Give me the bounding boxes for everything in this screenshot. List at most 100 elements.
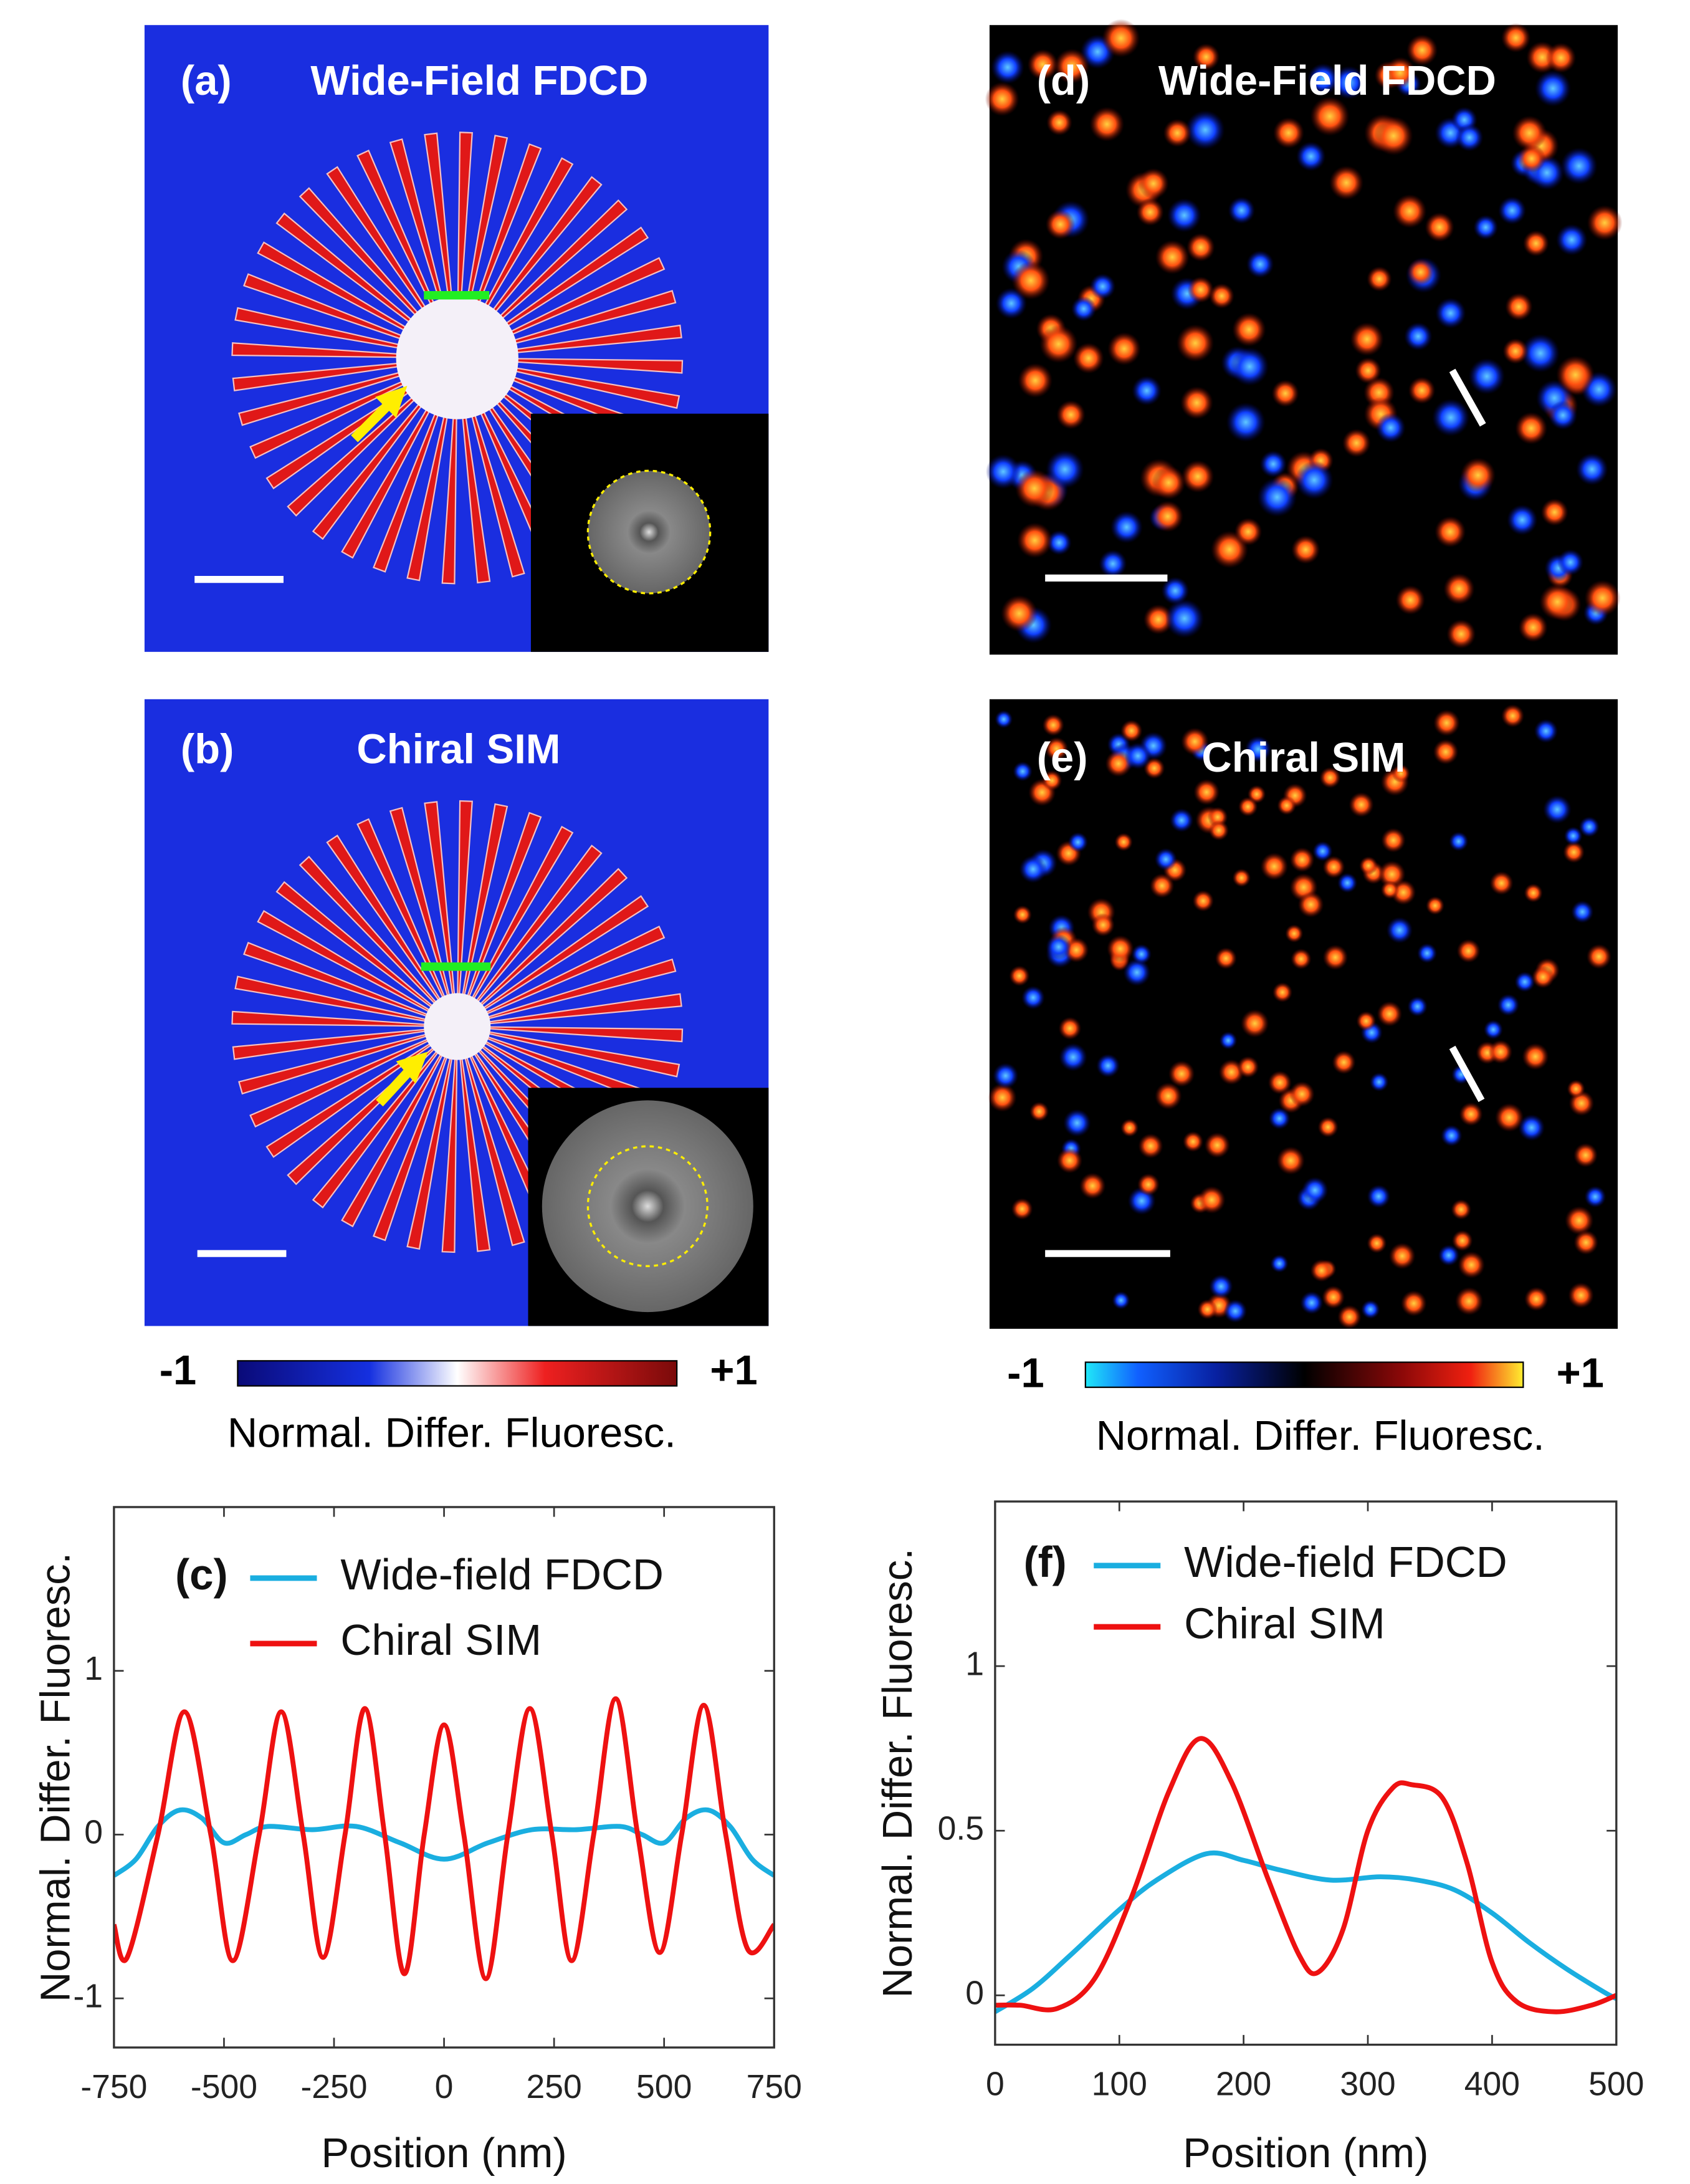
molecule (1407, 259, 1434, 285)
legend-label: Wide-field FDCD (1184, 1538, 1507, 1586)
panel-label: (c) (175, 1550, 227, 1599)
molecule (1260, 451, 1287, 477)
molecule (1549, 401, 1578, 430)
molecule (1524, 1287, 1549, 1311)
x-axis-label: Position (nm) (1183, 2130, 1428, 2177)
unresolved-center (396, 297, 518, 419)
molecule (1063, 1109, 1091, 1137)
molecule (1438, 1245, 1459, 1266)
molecule (1090, 274, 1116, 300)
molecule (1285, 924, 1303, 942)
colorbar (1086, 1363, 1524, 1387)
panel-e: (e) Chiral SIM (988, 699, 1618, 1329)
molecule (1587, 205, 1623, 241)
molecule (1029, 1102, 1049, 1121)
molecule (1198, 1300, 1218, 1320)
molecule (1268, 1071, 1292, 1094)
molecule (1322, 945, 1348, 970)
molecule (1518, 1114, 1545, 1141)
molecule (1507, 504, 1537, 535)
colorbar-max: +1 (710, 1347, 757, 1394)
molecule (1018, 363, 1053, 398)
molecule (1138, 1133, 1163, 1158)
molecule (1021, 986, 1045, 1010)
molecule (1396, 585, 1425, 615)
x-tick-label: 250 (526, 2069, 581, 2105)
molecule (1433, 709, 1460, 736)
molecule (986, 454, 1021, 489)
molecule (1182, 460, 1214, 492)
molecule (1013, 762, 1033, 782)
molecule (1568, 1282, 1593, 1308)
molecule (1535, 70, 1572, 107)
molecule (1435, 516, 1466, 547)
panel-a: (a) Wide-Field FDCD (145, 25, 768, 652)
molecule (1497, 994, 1520, 1017)
molecule (1387, 917, 1413, 944)
molecule (1310, 1259, 1333, 1281)
molecule (1120, 720, 1142, 742)
colorbar-right: -1 +1 Normal. Differ. Fluoresc. (1007, 1350, 1604, 1460)
molecule (1186, 233, 1215, 262)
y-tick-label: 1 (84, 1650, 103, 1687)
molecule (1573, 1230, 1598, 1255)
molecule (1457, 939, 1481, 963)
molecule (1183, 1131, 1203, 1152)
molecule (1522, 1043, 1549, 1070)
molecule (1401, 1290, 1427, 1316)
molecule (1489, 871, 1513, 895)
x-tick-label: 0 (986, 2066, 1005, 2103)
molecule (1367, 1185, 1391, 1209)
molecule (1367, 266, 1392, 292)
molecule (1079, 1172, 1105, 1199)
molecule (1110, 511, 1143, 544)
molecule (1449, 831, 1468, 851)
molecule (1230, 347, 1269, 386)
molecule (1170, 808, 1193, 832)
molecule (1205, 1133, 1230, 1158)
molecule (1059, 1017, 1082, 1040)
colorbar-max: +1 (1557, 1350, 1604, 1397)
molecule (1270, 1255, 1288, 1273)
molecule (1556, 355, 1595, 394)
molecule (1220, 1032, 1238, 1050)
molecule (1167, 198, 1201, 232)
molecule (1226, 403, 1266, 442)
molecule (1046, 110, 1072, 136)
molecule (1152, 466, 1185, 499)
molecule (1269, 1108, 1291, 1129)
molecule (995, 710, 1013, 728)
molecule (1068, 832, 1088, 852)
colorbar-label: Normal. Differ. Fluoresc. (227, 1410, 676, 1457)
molecule (1541, 499, 1568, 526)
panel-label: (d) (1037, 57, 1090, 104)
molecule (1342, 429, 1371, 457)
molecule (1519, 613, 1548, 642)
molecule (1056, 400, 1086, 429)
molecule (1426, 896, 1444, 915)
molecule (1456, 123, 1484, 151)
molecule (1177, 324, 1214, 362)
panel-label: (a) (181, 57, 232, 104)
x-axis-label: Position (nm) (322, 2130, 567, 2177)
molecule (1515, 412, 1547, 444)
molecule (1501, 704, 1524, 727)
molecule (1150, 873, 1175, 898)
molecule (1557, 549, 1583, 575)
molecule (1234, 518, 1263, 546)
molecule (1155, 240, 1190, 274)
panel-label: (e) (1037, 734, 1088, 781)
molecule (1469, 358, 1505, 395)
molecule (1272, 380, 1299, 407)
molecule (1102, 19, 1140, 57)
molecule (1180, 386, 1213, 419)
figure: (a) Wide-Field FDCD (b) Chiral SIM (d) W… (0, 0, 1690, 2184)
molecule (1356, 1011, 1376, 1031)
unresolved-center (424, 993, 490, 1060)
molecule (1543, 795, 1572, 824)
legend-label: Chiral SIM (1184, 1599, 1385, 1647)
molecule (1573, 1143, 1598, 1167)
molecule (1546, 42, 1577, 73)
molecule (1376, 413, 1406, 443)
